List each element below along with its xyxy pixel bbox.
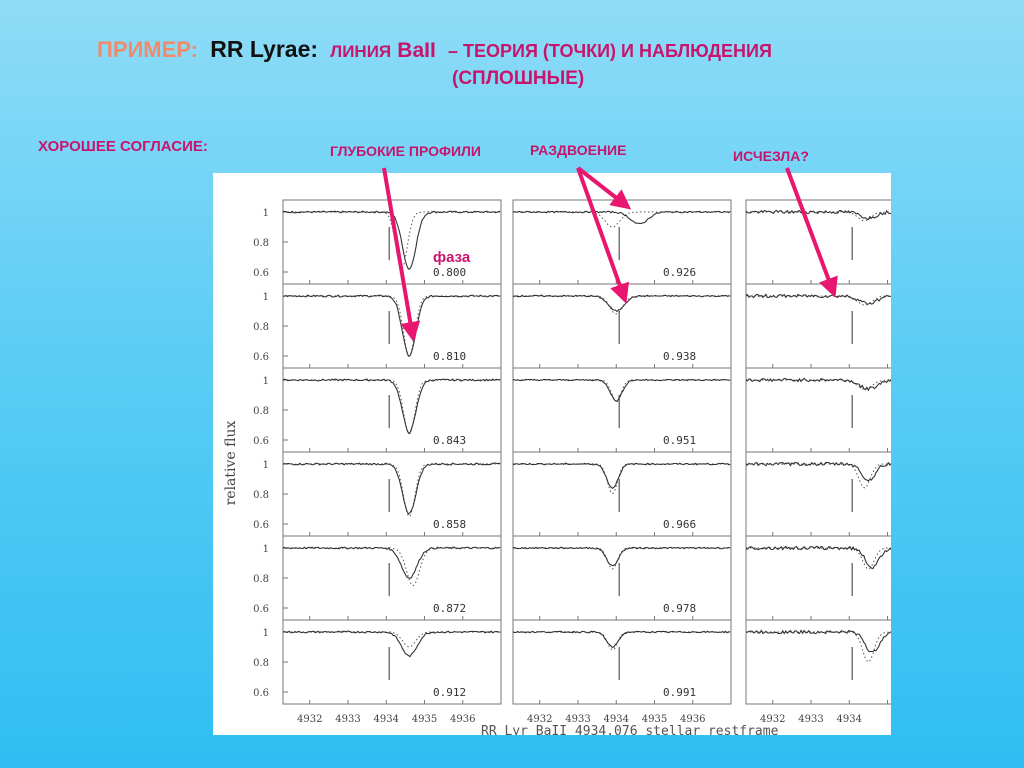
phase-label: 0.926 (663, 266, 696, 279)
phase-label: 0.991 (663, 686, 696, 699)
theory-profile (512, 463, 731, 495)
theory-profile (512, 295, 731, 315)
observed-profile (282, 462, 501, 515)
phase-label: 0.912 (433, 686, 466, 699)
phase-label: 0.800 (433, 266, 466, 279)
y-tick-label: 0.8 (253, 574, 269, 585)
observed-profile (283, 294, 501, 357)
y-tick-label: 1 (263, 544, 269, 555)
x-tick-label: 4932 (297, 714, 322, 725)
observed-profile (745, 209, 891, 221)
observed-profile (745, 293, 891, 305)
theory-profile (283, 295, 501, 357)
y-tick-label: 0.6 (253, 352, 269, 363)
y-tick-label: 0.8 (253, 238, 269, 249)
y-tick-label: 0.8 (253, 322, 269, 333)
y-tick-label: 0.8 (253, 658, 269, 669)
phase-label: 0.858 (433, 518, 466, 531)
good-agreement-label: ХОРОШЕЕ СОГЛАСИЕ: (38, 138, 208, 155)
observed-profile (745, 377, 891, 392)
deep-profiles-label: ГЛУБОКИЕ ПРОФИЛИ (330, 143, 481, 159)
title-ion: BaII (397, 39, 436, 62)
x-tick-label: 4936 (680, 714, 705, 725)
theory-profile (282, 379, 501, 435)
phase-label: 0.872 (433, 602, 466, 615)
y-axis-title: relative flux (223, 421, 239, 506)
observed-profile (512, 546, 731, 567)
y-tick-label: 1 (263, 208, 269, 219)
x-tick-label: 4933 (565, 714, 590, 725)
x-tick-label: 4934 (837, 714, 862, 725)
y-tick-label: 1 (263, 460, 269, 471)
observed-profile (745, 629, 891, 653)
y-tick-label: 0.6 (253, 268, 269, 279)
theory-profile (283, 211, 501, 269)
observed-profile (512, 210, 731, 225)
y-tick-label: 1 (263, 628, 269, 639)
observed-profile (512, 294, 731, 313)
vanished-label: ИСЧЕЗЛА? (733, 148, 809, 164)
observed-profile (512, 630, 731, 649)
x-tick-label: 4935 (412, 714, 437, 725)
title-star: RR Lyrae: (210, 36, 319, 62)
line-profile-chart: relative flux 1 0.8 0.6 0.800 1 0.8 0.6 0.810 1 0.… (223, 199, 891, 735)
y-tick-label: 0.6 (253, 604, 269, 615)
splitting-label: РАЗДВОЕНИЕ (530, 142, 627, 158)
panel-frame (512, 619, 732, 705)
title-rest: – ТЕОРИЯ (ТОЧКИ) И НАБЛЮДЕНИЯ (448, 41, 772, 61)
panel-frame (745, 619, 891, 705)
observed-profile (512, 462, 731, 489)
spectra-figure: relative flux 1 0.8 0.6 0.800 1 0.8 0.6 0.810 1 0.… (213, 173, 891, 735)
y-tick-label: 0.8 (253, 490, 269, 501)
theory-profile (282, 547, 501, 587)
observed-profile (282, 546, 501, 579)
panel-frame (745, 535, 891, 621)
x-tick-label: 4934 (374, 714, 399, 725)
y-tick-label: 0.6 (253, 436, 269, 447)
x-tick-label: 4936 (450, 714, 475, 725)
theory-profile (512, 379, 731, 402)
observed-profile (512, 378, 731, 403)
title-example: ПРИМЕР: (97, 37, 199, 62)
theory-profile (745, 631, 891, 663)
title-line2: (СПЛОШНЫЕ) (452, 68, 585, 89)
theory-profile (512, 211, 731, 228)
phase-label: 0.966 (663, 518, 696, 531)
phase-label: 0.938 (663, 350, 696, 363)
x-tick-label: 4933 (335, 714, 360, 725)
x-tick-label: 4934 (604, 714, 629, 725)
y-tick-label: 0.8 (253, 406, 269, 417)
phase-label: 0.951 (663, 434, 696, 447)
observed-profile (745, 545, 891, 570)
y-tick-label: 0.6 (253, 520, 269, 531)
x-axis-title: RR Lyr BaII 4934.076 stellar restframe (481, 724, 779, 735)
observed-profile (282, 630, 501, 658)
theory-profile (745, 463, 891, 489)
x-tick-label: 4933 (798, 714, 823, 725)
phase-label: 0.810 (433, 350, 466, 363)
observed-profile (282, 210, 501, 270)
y-tick-label: 1 (263, 292, 269, 303)
y-tick-label: 1 (263, 376, 269, 387)
observed-profile (745, 461, 891, 482)
x-tick-label: 4932 (760, 714, 785, 725)
slide-title: ПРИМЕР: RR Lyrae: ЛИНИЯ BaII – ТЕОРИЯ (Т… (97, 36, 772, 63)
x-tick-label: 4935 (642, 714, 667, 725)
observed-profile (282, 378, 501, 434)
phase-label: 0.978 (663, 602, 696, 615)
panel-frame (512, 367, 732, 453)
theory-profile (282, 463, 501, 517)
y-tick-label: 0.6 (253, 688, 269, 699)
title-line-word: ЛИНИЯ (330, 42, 392, 61)
x-tick-label: 4932 (527, 714, 552, 725)
theory-profile (512, 631, 731, 651)
phase-label: 0.843 (433, 434, 466, 447)
theory-profile (513, 547, 731, 570)
